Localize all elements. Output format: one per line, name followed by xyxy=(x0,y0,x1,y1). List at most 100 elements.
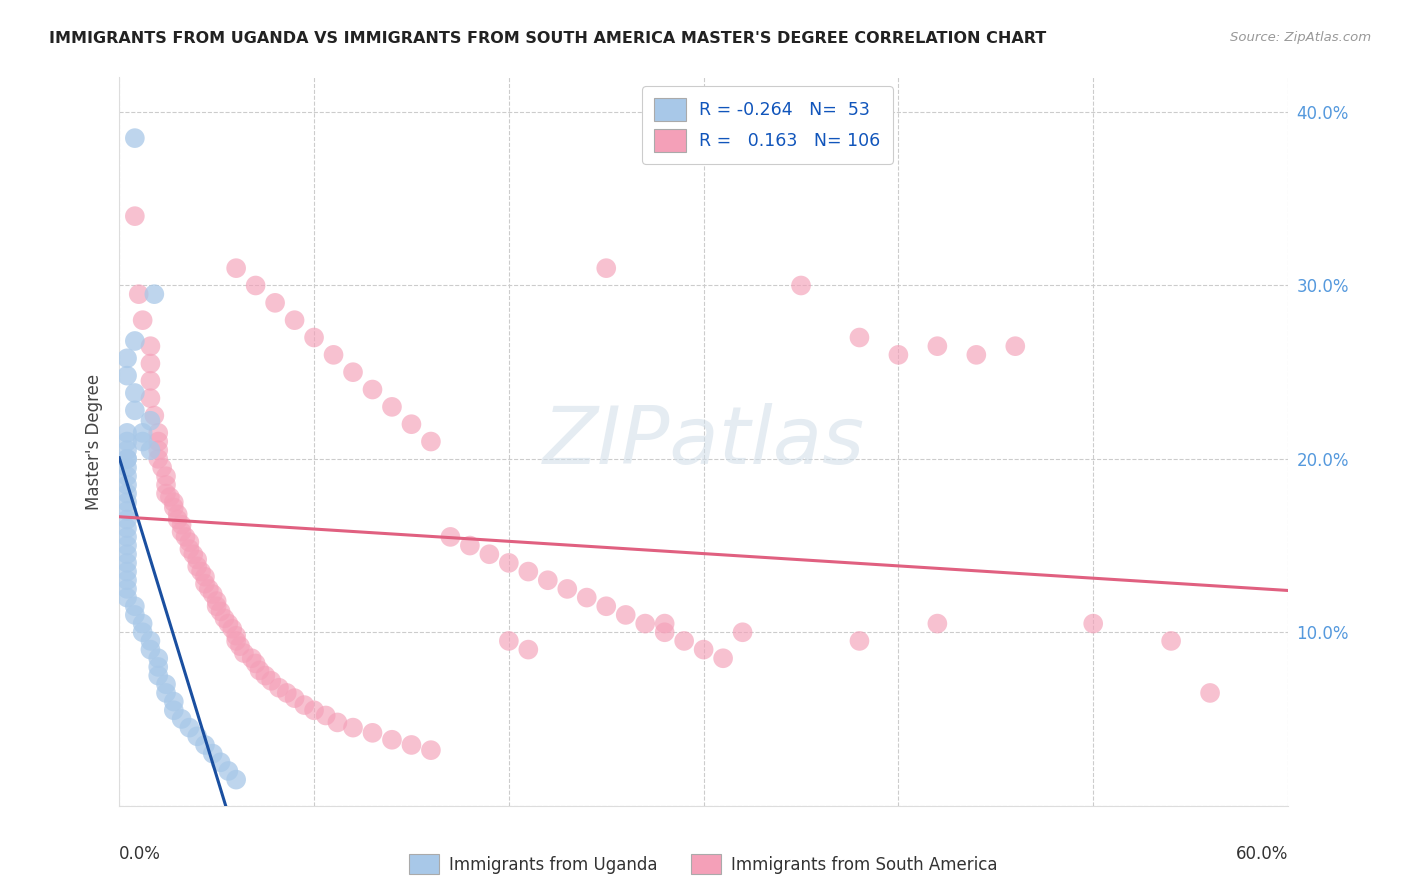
Point xyxy=(194,738,217,752)
Point xyxy=(264,296,287,310)
Point xyxy=(887,348,910,362)
Point xyxy=(179,535,201,549)
Point xyxy=(401,738,423,752)
Point xyxy=(148,668,170,682)
Point xyxy=(124,131,146,145)
Point xyxy=(194,576,217,591)
Point xyxy=(517,642,540,657)
Point xyxy=(225,772,247,787)
Point xyxy=(155,469,177,483)
Point xyxy=(115,591,138,605)
Point xyxy=(174,530,197,544)
Point xyxy=(190,565,212,579)
Point xyxy=(124,599,146,614)
Point xyxy=(458,539,481,553)
Point xyxy=(186,552,208,566)
Point xyxy=(498,634,520,648)
Point xyxy=(115,504,138,518)
Point xyxy=(927,616,949,631)
Point xyxy=(139,357,162,371)
Point xyxy=(124,209,146,223)
Point xyxy=(115,530,138,544)
Point xyxy=(194,570,217,584)
Point xyxy=(267,681,290,695)
Point xyxy=(128,287,150,301)
Point xyxy=(595,261,617,276)
Point xyxy=(381,732,404,747)
Text: 60.0%: 60.0% xyxy=(1236,845,1288,863)
Point xyxy=(186,559,208,574)
Point xyxy=(575,591,598,605)
Point xyxy=(115,460,138,475)
Point xyxy=(115,478,138,492)
Point xyxy=(276,686,298,700)
Point xyxy=(419,434,441,449)
Point xyxy=(1083,616,1105,631)
Point xyxy=(148,660,170,674)
Point xyxy=(292,698,315,712)
Point xyxy=(232,646,254,660)
Point xyxy=(124,334,146,348)
Point xyxy=(115,512,138,526)
Point xyxy=(115,539,138,553)
Point xyxy=(115,469,138,483)
Point xyxy=(115,451,138,466)
Point xyxy=(498,556,520,570)
Point xyxy=(124,607,146,622)
Point xyxy=(115,521,138,535)
Point xyxy=(302,703,325,717)
Point xyxy=(201,747,224,761)
Text: ZIPatlas: ZIPatlas xyxy=(543,402,865,481)
Point xyxy=(284,691,307,706)
Point xyxy=(115,351,138,366)
Point xyxy=(673,634,696,648)
Point xyxy=(419,743,441,757)
Point xyxy=(115,582,138,596)
Point xyxy=(848,634,870,648)
Point xyxy=(315,708,337,723)
Point xyxy=(848,330,870,344)
Point xyxy=(245,657,267,671)
Point xyxy=(229,639,252,653)
Point xyxy=(131,425,153,440)
Point xyxy=(148,443,170,458)
Point xyxy=(209,604,232,618)
Point xyxy=(342,721,364,735)
Point xyxy=(260,673,283,688)
Point xyxy=(131,434,153,449)
Point xyxy=(166,512,188,526)
Point xyxy=(131,616,153,631)
Point xyxy=(1199,686,1222,700)
Point xyxy=(155,677,177,691)
Point xyxy=(225,261,247,276)
Point xyxy=(342,365,364,379)
Point xyxy=(214,611,236,625)
Point xyxy=(361,726,384,740)
Point xyxy=(143,287,166,301)
Point xyxy=(225,634,247,648)
Point xyxy=(217,616,239,631)
Point xyxy=(221,622,243,636)
Point xyxy=(163,695,186,709)
Point xyxy=(186,729,208,743)
Point xyxy=(148,651,170,665)
Point xyxy=(240,651,263,665)
Point xyxy=(139,634,162,648)
Point xyxy=(115,556,138,570)
Point xyxy=(124,386,146,401)
Point xyxy=(731,625,754,640)
Point xyxy=(302,330,325,344)
Point xyxy=(634,616,657,631)
Point xyxy=(139,339,162,353)
Point xyxy=(654,616,676,631)
Point xyxy=(555,582,578,596)
Point xyxy=(148,425,170,440)
Point xyxy=(927,339,949,353)
Point xyxy=(124,403,146,417)
Point xyxy=(245,278,267,293)
Point xyxy=(139,414,162,428)
Point xyxy=(711,651,734,665)
Point xyxy=(692,642,714,657)
Point xyxy=(115,495,138,509)
Point xyxy=(148,451,170,466)
